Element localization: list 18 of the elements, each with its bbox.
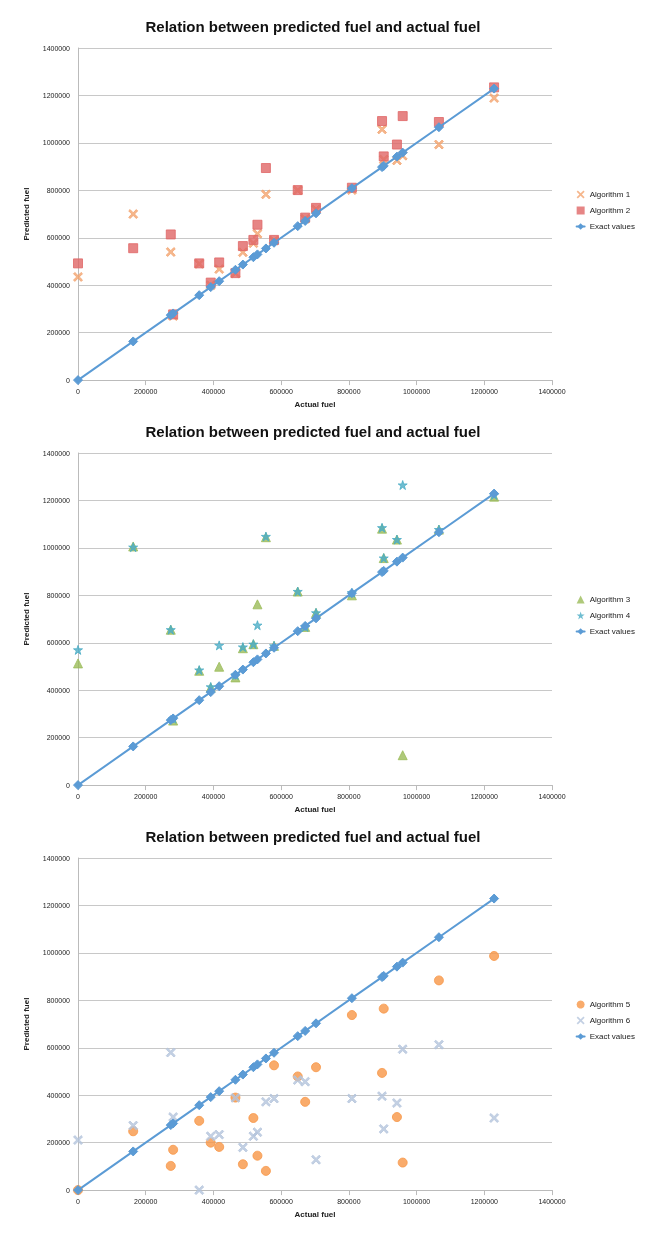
legend-label: Algorithm 3 [589, 595, 631, 604]
legend-label: Algorithm 5 [589, 1000, 631, 1009]
x-axis-title: Actual fuel [294, 1209, 336, 1219]
y-axis-title: Predicted fuel [21, 187, 31, 241]
legend-label: Algorithm 4 [589, 611, 631, 620]
x-axis-title: Actual fuel [294, 804, 336, 814]
legend-label: Exact values [589, 1032, 635, 1041]
chart-title: Relation between predicted fuel and actual fuel [145, 18, 481, 35]
legend-label: Algorithm 1 [589, 190, 631, 199]
legend-label: Algorithm 2 [589, 206, 631, 215]
x-axis-title: Actual fuel [294, 399, 336, 409]
y-axis-title: Predicted fuel [21, 592, 31, 646]
legend-label: Algorithm 6 [589, 1016, 631, 1025]
legend-label: Exact values [589, 627, 635, 636]
legend-label: Exact values [589, 222, 635, 231]
y-axis-title: Predicted fuel [21, 997, 31, 1051]
chart-title: Relation between predicted fuel and actual fuel [145, 423, 481, 440]
chart-title: Relation between predicted fuel and actual fuel [145, 828, 481, 845]
